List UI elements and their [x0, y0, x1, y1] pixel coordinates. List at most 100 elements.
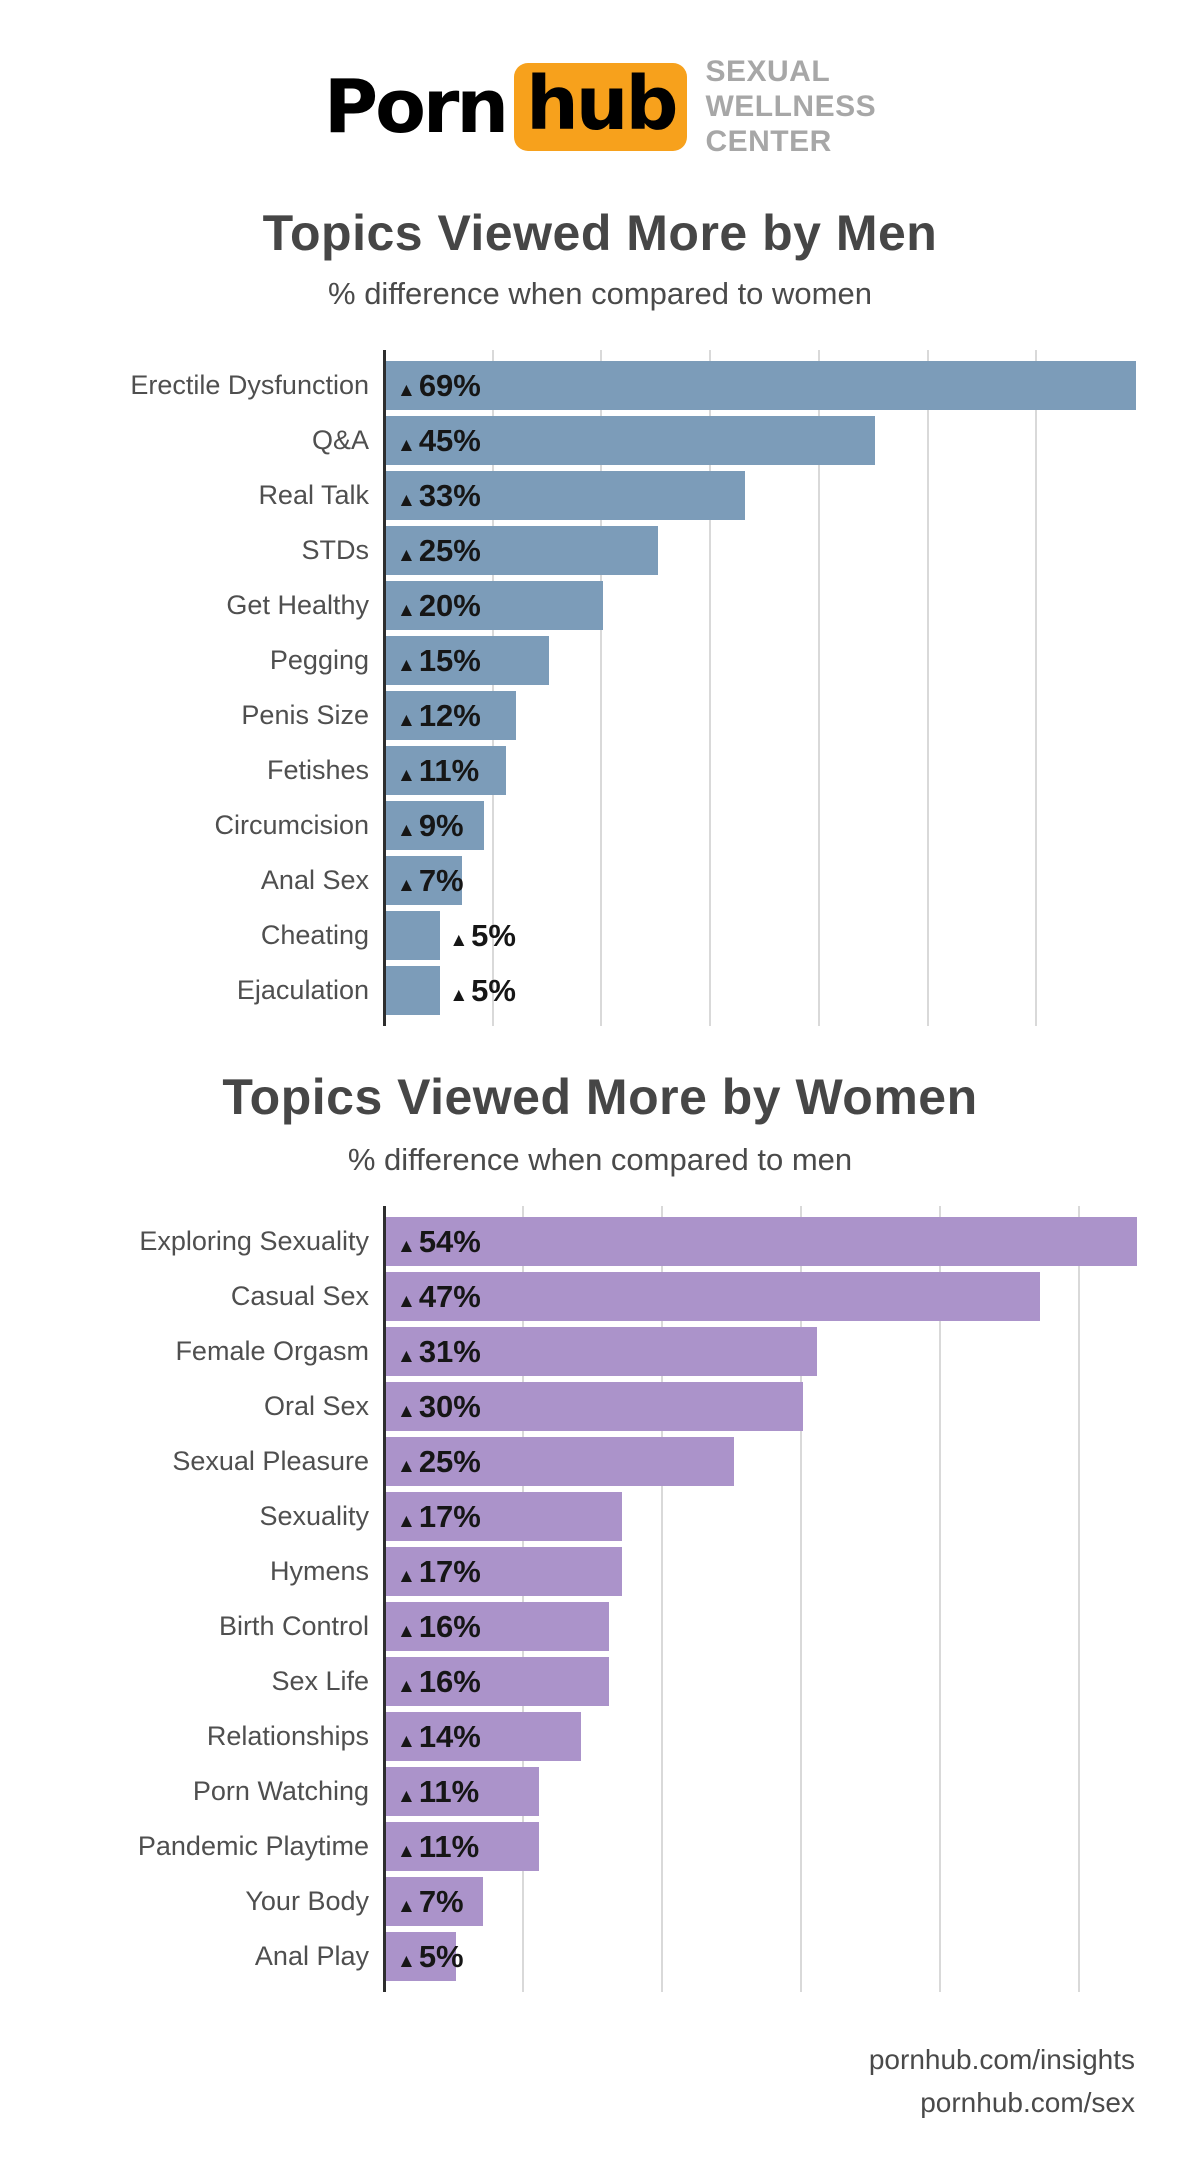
up-triangle-icon: ▲	[397, 1620, 416, 1642]
value-label: ▲5%	[449, 973, 516, 1009]
chart-row: ▲9%	[383, 798, 1180, 853]
bar	[386, 361, 1137, 410]
bar	[386, 526, 658, 575]
value-label: ▲15%	[397, 643, 481, 679]
header: Porn hub SEXUAL WELLNESS CENTER	[0, 54, 1200, 159]
category-label: Anal Sex	[260, 865, 369, 895]
up-triangle-icon: ▲	[397, 489, 416, 511]
value-text: 16%	[418, 1663, 481, 1699]
value-label: ▲17%	[397, 1554, 481, 1590]
value-text: 7%	[418, 862, 464, 898]
chart-row: ▲16%	[383, 1654, 1180, 1709]
gridline	[600, 350, 603, 1026]
up-triangle-icon: ▲	[397, 764, 416, 786]
chart-row: ▲11%	[383, 1764, 1180, 1819]
category-label: Hymens	[269, 1556, 369, 1586]
chart-row: ▲17%	[383, 1489, 1180, 1544]
value-label: ▲25%	[397, 533, 481, 569]
bar	[386, 691, 517, 740]
chart-row: ▲5%	[383, 963, 1180, 1018]
bar-chart-men: Erectile Dysfunction Q&A Real Talk STDs Get …	[0, 350, 1180, 1026]
category-label: Circumcision	[214, 810, 369, 840]
value-text: 11%	[418, 1828, 480, 1864]
value-text: 11%	[418, 1773, 480, 1809]
value-label: ▲5%	[397, 1939, 464, 1975]
up-triangle-icon: ▲	[397, 1565, 416, 1587]
up-triangle-icon: ▲	[397, 599, 416, 621]
bar	[386, 1602, 609, 1651]
chart-title-men: Topics Viewed More by Men	[262, 205, 938, 261]
value-label: ▲11%	[397, 1774, 479, 1810]
chart-row: ▲30%	[383, 1379, 1180, 1434]
value-text: 47%	[418, 1278, 481, 1314]
bar	[386, 1437, 734, 1486]
value-label: ▲17%	[397, 1499, 481, 1535]
value-text: 9%	[418, 807, 464, 843]
bar	[386, 1712, 581, 1761]
value-label: ▲16%	[397, 1664, 481, 1700]
value-label: ▲45%	[397, 423, 481, 459]
value-label: ▲30%	[397, 1389, 481, 1425]
category-label: Relationships	[206, 1721, 369, 1751]
value-label: ▲31%	[397, 1334, 481, 1370]
tagline-line: SEXUAL	[705, 55, 831, 88]
chart-row: ▲7%	[383, 853, 1180, 908]
gridline	[522, 1206, 525, 1992]
up-triangle-icon: ▲	[397, 1730, 416, 1752]
up-triangle-icon: ▲	[397, 434, 416, 456]
value-text: 7%	[418, 1883, 464, 1919]
value-text: 69%	[418, 367, 481, 403]
up-triangle-icon: ▲	[397, 874, 416, 896]
value-text: 15%	[418, 642, 481, 678]
value-text: 5%	[471, 972, 516, 1008]
category-label: Get Healthy	[226, 590, 369, 620]
bar	[386, 1272, 1040, 1321]
up-triangle-icon: ▲	[397, 819, 416, 841]
value-text: 5%	[471, 917, 516, 953]
gridline	[939, 1206, 942, 1992]
up-triangle-icon: ▲	[397, 379, 416, 401]
logo-text-porn: Porn	[323, 63, 509, 150]
category-label: Oral Sex	[263, 1391, 369, 1421]
up-triangle-icon: ▲	[449, 984, 469, 1006]
logo-text-hub: hub	[526, 60, 678, 147]
bar	[386, 966, 441, 1015]
up-triangle-icon: ▲	[449, 929, 469, 951]
category-labels-column: Erectile Dysfunction Q&A Real Talk STDs Get …	[0, 350, 383, 1026]
footer-link-insights: pornhub.com/insights	[868, 2044, 1135, 2075]
category-label: Casual Sex	[230, 1281, 369, 1311]
chart-row: ▲12%	[383, 688, 1180, 743]
up-triangle-icon: ▲	[397, 709, 416, 731]
value-text: 11%	[418, 752, 480, 788]
bar	[386, 1767, 539, 1816]
category-label: Sex Life	[271, 1666, 369, 1696]
value-label: ▲25%	[397, 1444, 481, 1480]
value-label: ▲11%	[397, 753, 479, 789]
pornhub-logo: Porn hub	[323, 60, 688, 151]
gridline	[709, 350, 712, 1026]
value-label: ▲11%	[397, 1829, 479, 1865]
y-axis	[383, 350, 386, 1026]
chart-row: ▲11%	[383, 1819, 1180, 1874]
bar	[386, 1657, 609, 1706]
category-label: Anal Play	[254, 1941, 369, 1971]
bar	[386, 1217, 1138, 1266]
value-label: ▲69%	[397, 368, 481, 404]
chart-row: ▲5%	[383, 908, 1180, 963]
value-label: ▲33%	[397, 478, 481, 514]
bar	[386, 1492, 623, 1541]
bar	[386, 1822, 539, 1871]
category-label: Female Orgasm	[175, 1336, 369, 1366]
plot-area: ▲54% ▲47% ▲31% ▲30% ▲25% ▲17% ▲17% ▲16% ▲16% ▲14%…	[383, 1206, 1180, 1992]
value-label: ▲47%	[397, 1279, 481, 1315]
value-text: 25%	[418, 532, 481, 568]
gridline	[491, 350, 494, 1026]
category-label: Q&A	[311, 425, 369, 455]
bar	[386, 636, 550, 685]
chart-row: ▲11%	[383, 743, 1180, 798]
tagline-line: WELLNESS	[705, 90, 877, 123]
chart-row: ▲15%	[383, 633, 1180, 688]
bar	[386, 1327, 818, 1376]
bar	[386, 1382, 804, 1431]
